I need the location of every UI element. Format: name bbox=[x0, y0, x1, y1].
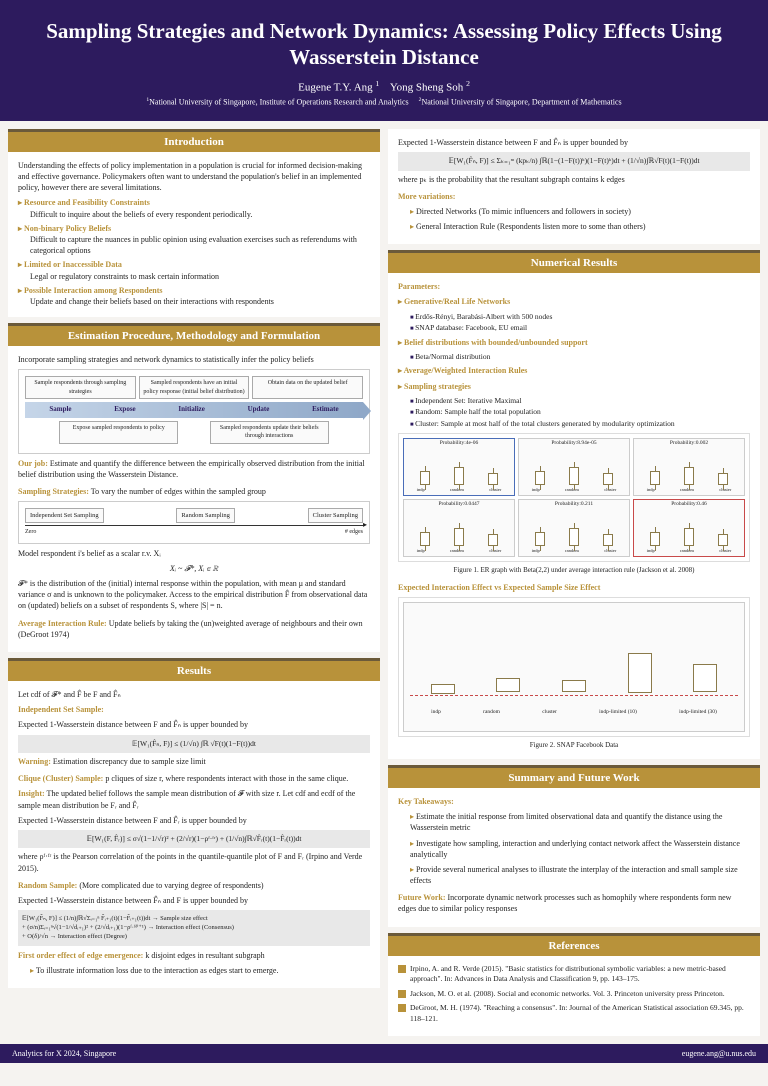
columns: Introduction Understanding the effects o… bbox=[0, 121, 768, 1044]
poster-root: Sampling Strategies and Network Dynamics… bbox=[0, 0, 768, 1063]
right-column: Expected 1-Wasserstein distance between … bbox=[388, 129, 760, 1036]
reference-item: Jackson, M. O. et al. (2008). Social and… bbox=[398, 989, 750, 1000]
intro-text: Understanding the effects of policy impl… bbox=[18, 160, 370, 194]
numerical-header: Numerical Results bbox=[388, 250, 760, 273]
fig1-caption: Figure 1. ER graph with Beta(2,2) under … bbox=[398, 566, 750, 576]
figure-2: indprandomclusterindp-limited (10)indp-l… bbox=[398, 597, 750, 737]
results-section: Results Let cdf of 𝓕* and F̂ be F and F̂… bbox=[8, 658, 380, 988]
right-top-box: Expected 1-Wasserstein distance between … bbox=[388, 129, 760, 244]
mini-boxplot: Probability:4e-06indprandomcluster bbox=[403, 438, 515, 496]
affiliations: 1National University of Singapore, Insti… bbox=[20, 97, 748, 107]
intro-header: Introduction bbox=[8, 129, 380, 152]
method-header: Estimation Procedure, Methodology and Fo… bbox=[8, 323, 380, 346]
intro-item-label: Possible Interaction among Respondents bbox=[18, 285, 370, 296]
summary-header: Summary and Future Work bbox=[388, 765, 760, 788]
numerical-section: Numerical Results Parameters: Generative… bbox=[388, 250, 760, 759]
results-header: Results bbox=[8, 658, 380, 681]
poster-title: Sampling Strategies and Network Dynamics… bbox=[20, 18, 748, 71]
intro-section: Introduction Understanding the effects o… bbox=[8, 129, 380, 317]
ref-icon bbox=[398, 990, 406, 998]
poster-header: Sampling Strategies and Network Dynamics… bbox=[0, 0, 768, 121]
sampling-diagram: Independent Set SamplingRandom SamplingC… bbox=[18, 501, 370, 543]
reference-item: Irpino, A. and R. Verde (2015). "Basic s… bbox=[398, 964, 750, 985]
figure-1: Probability:4e-06indprandomclusterProbab… bbox=[398, 433, 750, 562]
indep-formula: 𝔼[W₁(F̂ₙ, F)] ≤ (1/√n) ∫ℝ √F(t)(1−F(t))d… bbox=[18, 735, 370, 754]
method-intro: Incorporate sampling strategies and netw… bbox=[18, 354, 370, 365]
intro-item-label: Limited or Inaccessible Data bbox=[18, 259, 370, 270]
footer-left: Analytics for X 2024, Singapore bbox=[12, 1049, 116, 1058]
poster-footer: Analytics for X 2024, Singapore eugene.a… bbox=[0, 1044, 768, 1063]
intro-item-label: Non-binary Policy Beliefs bbox=[18, 223, 370, 234]
flow-diagram: Sample respondents through sampling stra… bbox=[18, 369, 370, 453]
summary-section: Summary and Future Work Key Takeaways: E… bbox=[388, 765, 760, 927]
clique-formula: 𝔼[W₁(F, F̂ᵣ)] ≤ σ√(1−1/√r)² + (2/√r)(1−ρ… bbox=[18, 830, 370, 849]
mini-boxplot: Probability:0.211indprandomcluster bbox=[518, 499, 630, 557]
reference-item: DeGroot, M. H. (1974). "Reaching a conse… bbox=[398, 1003, 750, 1024]
mini-boxplot: Probability:0.0447indprandomcluster bbox=[403, 499, 515, 557]
intro-item-label: Resource and Feasibility Constraints bbox=[18, 197, 370, 208]
references-section: References Irpino, A. and R. Verde (2015… bbox=[388, 933, 760, 1037]
random-formula: 𝔼[W₁(F̂ₙ, F)] ≤ (1/n)∫ℝ√Σᵢ₌₁ⁿ F̂ᵢ₊₁(t)(1… bbox=[18, 910, 370, 945]
refs-header: References bbox=[388, 933, 760, 956]
righttop-formula: 𝔼[W₁(F̂ₙ, F)] ≤ Σₖ₌₁ᵐ (kpₖ/n) ∫ℝ(1−(1−F(… bbox=[398, 152, 750, 171]
ref-icon bbox=[398, 1004, 406, 1012]
mini-boxplot: Probability:0.46indprandomcluster bbox=[633, 499, 745, 557]
mini-boxplot: Probability:0.002indprandomcluster bbox=[633, 438, 745, 496]
flow-arrow: SampleExposeInitializeUpdateEstimate bbox=[25, 402, 363, 418]
ref-icon bbox=[398, 965, 406, 973]
left-column: Introduction Understanding the effects o… bbox=[8, 129, 380, 1036]
model-formula: Xᵢ ~ 𝓕*, Xᵢ ∈ ℝ bbox=[18, 563, 370, 574]
method-section: Estimation Procedure, Methodology and Fo… bbox=[8, 323, 380, 652]
mini-boxplot: Probability:8.94e-05indprandomcluster bbox=[518, 438, 630, 496]
authors: Eugene T.Y. Ang 1 Yong Sheng Soh 2 bbox=[20, 79, 748, 94]
fig2-caption: Figure 2. SNAP Facebook Data bbox=[398, 741, 750, 751]
footer-right: eugene.ang@u.nus.edu bbox=[682, 1049, 756, 1058]
